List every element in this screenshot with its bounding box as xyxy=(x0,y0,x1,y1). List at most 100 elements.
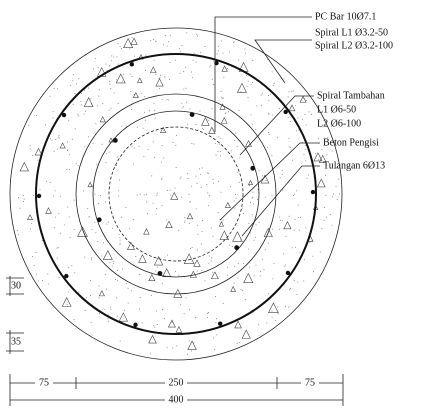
speckle xyxy=(272,71,273,72)
speckle xyxy=(117,43,118,44)
speckle xyxy=(131,109,132,110)
speckle xyxy=(213,61,214,62)
speckle xyxy=(105,201,106,202)
speckle xyxy=(180,304,181,305)
aggregate xyxy=(150,67,156,73)
speckle xyxy=(218,50,219,51)
speckle xyxy=(242,290,243,291)
speckle xyxy=(119,179,120,180)
speckle xyxy=(247,86,248,87)
speckle xyxy=(144,195,145,196)
speckle xyxy=(88,217,89,218)
aggregate xyxy=(209,127,215,133)
speckle xyxy=(268,243,269,244)
speckle xyxy=(196,34,197,35)
speckle xyxy=(178,275,179,276)
speckle xyxy=(135,256,136,257)
speckle xyxy=(130,91,131,92)
speckle xyxy=(260,271,261,272)
speckle xyxy=(297,282,298,283)
speckle xyxy=(255,129,256,130)
speckle xyxy=(248,223,249,224)
speckle xyxy=(110,309,111,310)
speckle xyxy=(134,147,135,148)
speckle xyxy=(156,208,157,209)
speckle xyxy=(227,238,228,239)
speckle xyxy=(108,222,109,223)
speckle xyxy=(243,263,244,264)
speckle xyxy=(227,267,228,268)
speckle xyxy=(305,145,306,146)
speckle xyxy=(161,99,162,100)
speckle xyxy=(216,318,217,319)
speckle xyxy=(270,94,271,95)
speckle xyxy=(163,45,164,46)
speckle xyxy=(88,136,89,137)
speckle xyxy=(266,323,267,324)
aggregate xyxy=(131,38,137,44)
aggregate xyxy=(225,203,230,208)
pc-bar xyxy=(64,274,68,278)
speckle xyxy=(237,172,238,173)
speckle xyxy=(165,35,166,36)
speckle xyxy=(209,255,210,256)
speckle xyxy=(166,219,167,220)
speckle xyxy=(112,228,113,229)
aggregate xyxy=(20,162,28,170)
speckle xyxy=(58,247,59,248)
speckle xyxy=(248,81,249,82)
speckle xyxy=(113,57,114,58)
speckle xyxy=(209,66,210,67)
speckle xyxy=(291,91,292,92)
speckle xyxy=(54,151,55,152)
speckle xyxy=(238,60,239,61)
speckle xyxy=(197,183,198,184)
speckle xyxy=(55,217,56,218)
aggregate xyxy=(171,192,178,199)
speckle xyxy=(102,103,103,104)
speckle xyxy=(207,313,208,314)
speckle xyxy=(199,168,200,169)
speckle xyxy=(254,276,255,277)
speckle xyxy=(140,297,141,298)
speckle xyxy=(332,150,333,151)
speckle xyxy=(294,280,295,281)
speckle xyxy=(180,51,181,52)
speckle xyxy=(69,217,70,218)
speckle xyxy=(234,41,235,42)
speckle xyxy=(273,85,274,86)
speckle xyxy=(153,325,154,326)
speckle xyxy=(28,125,29,126)
speckle xyxy=(214,349,215,350)
speckle xyxy=(131,37,132,38)
speckle xyxy=(110,307,111,308)
speckle xyxy=(213,338,214,339)
speckle xyxy=(289,289,290,290)
speckle xyxy=(90,295,91,296)
speckle xyxy=(193,60,194,61)
speckle xyxy=(183,71,184,72)
speckle xyxy=(53,111,54,112)
speckle xyxy=(81,104,82,105)
speckle xyxy=(19,208,20,209)
speckle xyxy=(284,266,285,267)
label: L2 Ø6-100 xyxy=(317,118,361,129)
speckle xyxy=(234,207,235,208)
speckle xyxy=(67,304,68,305)
speckle xyxy=(155,118,156,119)
speckle xyxy=(98,286,99,287)
aggregate xyxy=(284,222,291,229)
speckle xyxy=(46,181,47,182)
aggregate xyxy=(149,275,155,281)
speckle xyxy=(111,60,112,61)
aggregate xyxy=(156,79,163,86)
speckle xyxy=(282,174,283,175)
speckle xyxy=(223,303,224,304)
speckle xyxy=(191,72,192,73)
speckle xyxy=(31,223,32,224)
speckle xyxy=(222,98,223,99)
speckle xyxy=(307,178,308,179)
speckle xyxy=(305,149,306,150)
aggregate xyxy=(194,260,200,266)
speckle xyxy=(17,230,18,231)
